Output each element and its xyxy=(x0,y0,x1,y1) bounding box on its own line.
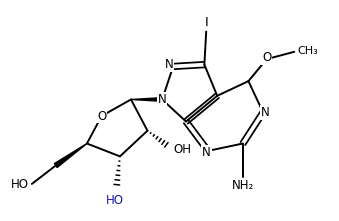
Text: O: O xyxy=(262,51,272,64)
Text: I: I xyxy=(204,16,208,29)
Text: O: O xyxy=(97,109,106,122)
Polygon shape xyxy=(54,143,87,168)
Polygon shape xyxy=(131,98,162,101)
Text: NH₂: NH₂ xyxy=(232,179,254,192)
Text: HO: HO xyxy=(105,194,123,207)
Text: N: N xyxy=(164,58,173,71)
Text: N: N xyxy=(202,146,211,159)
Text: OH: OH xyxy=(173,143,191,156)
Text: N: N xyxy=(158,93,166,106)
Text: CH₃: CH₃ xyxy=(297,46,318,56)
Text: N: N xyxy=(261,106,269,119)
Text: HO: HO xyxy=(11,178,29,191)
